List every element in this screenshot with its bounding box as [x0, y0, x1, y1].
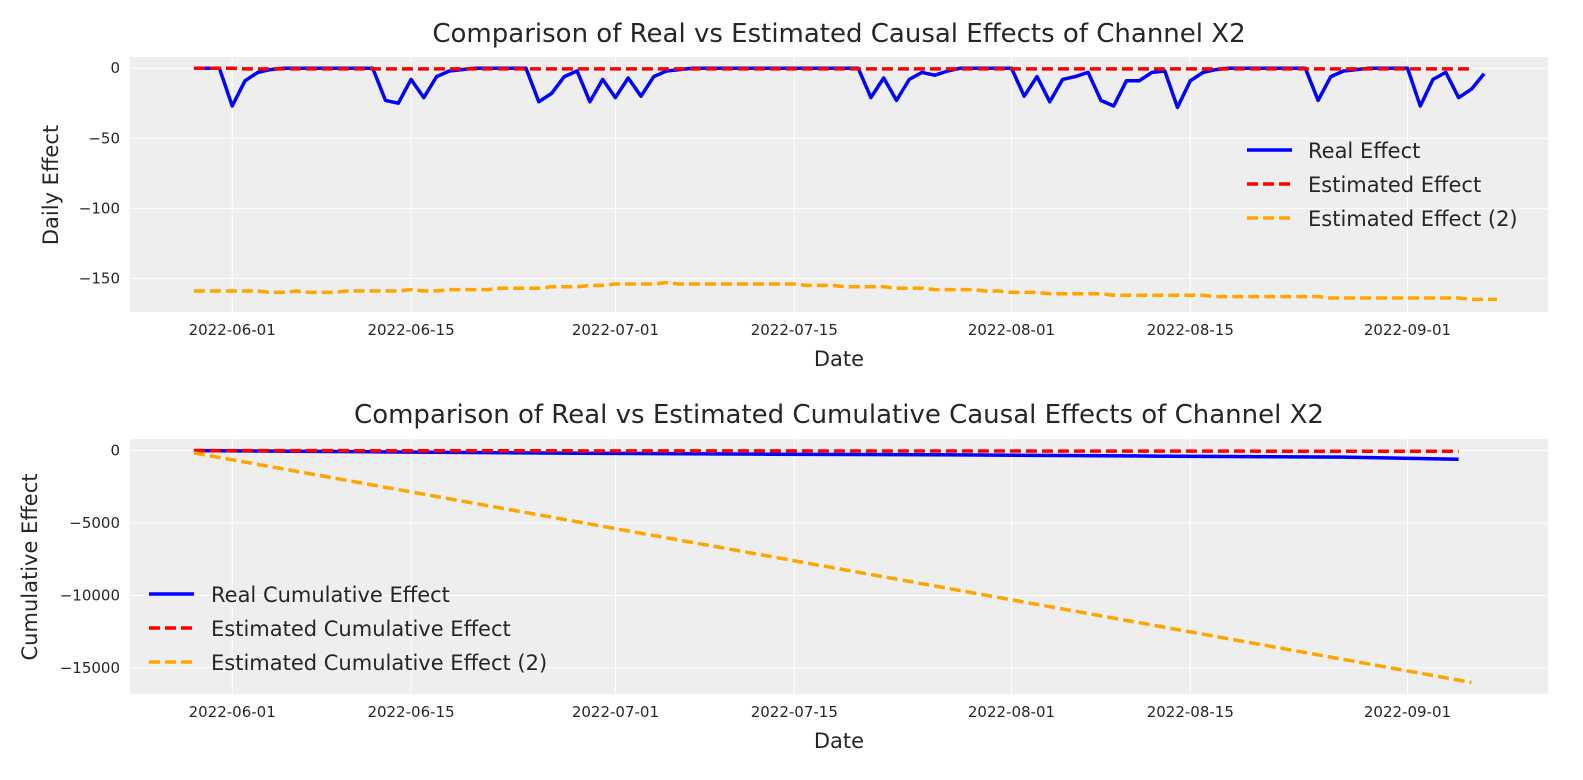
x-tick-label: 2022-06-01 [189, 321, 276, 339]
series-line-estimated-cumulative-effect-2 [193, 451, 1472, 685]
legend-label-real-effect: Real Effect [1308, 139, 1420, 163]
legend-1: Real Effect Estimated Effect Estimated E… [1247, 139, 1518, 231]
x-tick-label: 2022-07-01 [572, 321, 659, 339]
x-tick-label: 2022-08-15 [1147, 321, 1234, 339]
plot-area-1 [130, 57, 1548, 312]
legend-label-estimated-effect-2: Estimated Effect (2) [1308, 207, 1518, 231]
y-tick-label: −5000 [69, 514, 120, 532]
legend-2: Real Cumulative Effect Estimated Cumulat… [149, 583, 547, 675]
y-tick-label: −50 [88, 129, 120, 147]
chart-title-2: Comparison of Real vs Estimated Cumulati… [354, 400, 1324, 430]
y-tick-label: −150 [79, 269, 120, 287]
x-tick-label: 2022-06-15 [367, 703, 454, 721]
y-tick-label: −100 [79, 199, 120, 217]
x-tick-label: 2022-07-15 [751, 321, 838, 339]
series-line-estimated-cumulative-effect [193, 448, 1459, 454]
y-tick-label: 0 [110, 442, 120, 460]
x-tick-label: 2022-07-01 [572, 703, 659, 721]
y-tick-label: −15000 [60, 659, 120, 677]
x-axis-label-1: Date [814, 347, 864, 371]
x-tick-label: 2022-08-01 [968, 703, 1055, 721]
x-axis-label-2: Date [814, 729, 864, 753]
x-tick-label: 2022-09-01 [1364, 703, 1451, 721]
legend-label-estimated-cumulative-effect-2: Estimated Cumulative Effect (2) [211, 651, 547, 675]
y-axis-label-1: Daily Effect [39, 125, 63, 245]
legend-label-estimated-effect: Estimated Effect [1308, 173, 1481, 197]
x-tick-label: 2022-06-15 [367, 321, 454, 339]
series-line-estimated-effect-2 [193, 280, 1497, 302]
x-tick-label: 2022-09-01 [1364, 321, 1451, 339]
chart-title-1: Comparison of Real vs Estimated Causal E… [432, 19, 1245, 49]
x-tick-label: 2022-08-01 [968, 321, 1055, 339]
y-tick-label: 0 [110, 59, 120, 77]
legend-label-real-cumulative-effect: Real Cumulative Effect [211, 583, 450, 607]
tick-labels-2: 2022-06-01 2022-06-15 2022-07-01 2022-07-15… [60, 442, 1451, 721]
y-axis-label-2: Cumulative Effect [18, 474, 42, 661]
legend-label-estimated-cumulative-effect: Estimated Cumulative Effect [211, 617, 511, 641]
daily-effect-panel: Comparison of Real vs Estimated Causal E… [39, 19, 1548, 371]
x-tick-label: 2022-06-01 [189, 703, 276, 721]
y-tick-label: −10000 [60, 586, 120, 604]
series-line-estimated-effect [193, 66, 1472, 71]
series-group-1 [193, 66, 1497, 302]
cumulative-effect-panel: Comparison of Real vs Estimated Cumulati… [18, 400, 1548, 753]
x-tick-label: 2022-08-15 [1147, 703, 1234, 721]
tick-labels-1: 2022-06-01 2022-06-15 2022-07-01 2022-07-15… [79, 59, 1451, 339]
series-group-2 [193, 448, 1472, 685]
plot-area-2 [130, 439, 1548, 694]
x-tick-label: 2022-07-15 [751, 703, 838, 721]
